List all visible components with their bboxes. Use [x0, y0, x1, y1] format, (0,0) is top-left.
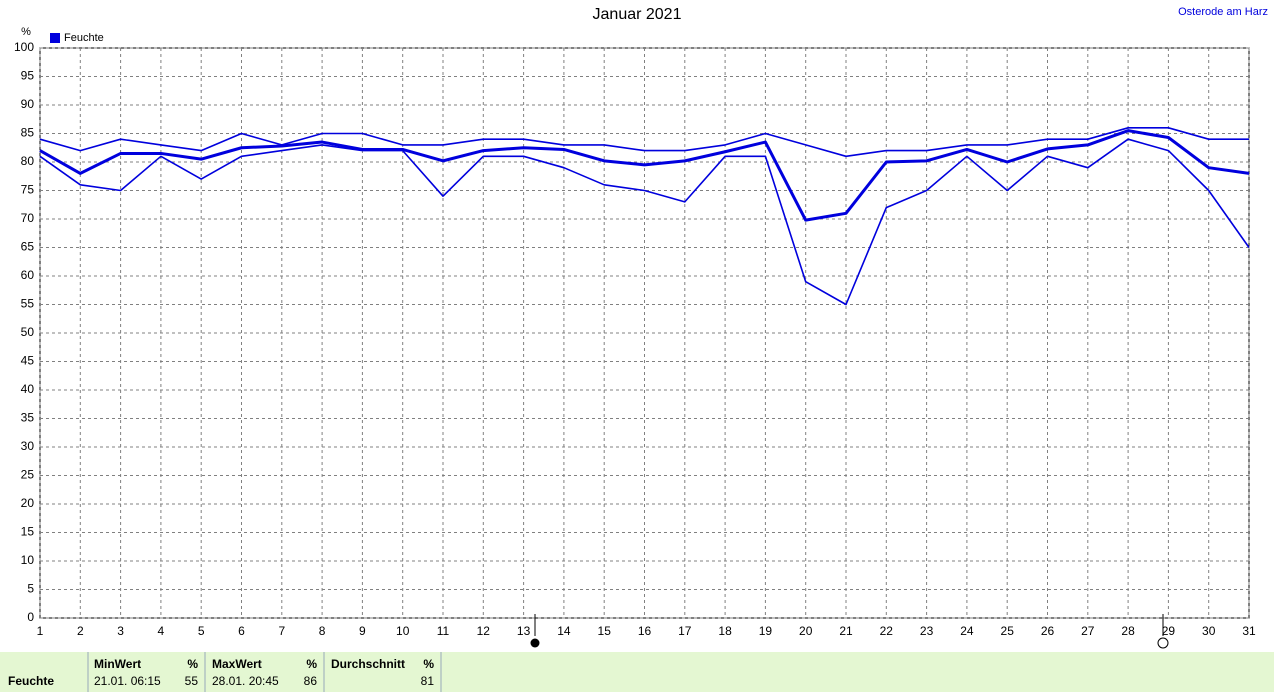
chart-title: Januar 2021: [593, 6, 682, 23]
stats-time: 28.01. 20:45: [212, 674, 279, 688]
y-tick-label: 60: [21, 268, 35, 282]
stats-time: 21.01. 06:15: [94, 674, 161, 688]
y-tick-label: 90: [21, 97, 35, 111]
stats-title: Durchschnitt: [331, 657, 405, 671]
y-tick-label: 30: [21, 439, 35, 453]
x-tick-label: 18: [718, 624, 732, 638]
x-tick-label: 19: [759, 624, 773, 638]
legend-label: Feuchte: [64, 32, 104, 44]
x-tick-label: 12: [477, 624, 491, 638]
x-tick-label: 4: [158, 624, 165, 638]
x-tick-label: 23: [920, 624, 934, 638]
y-tick-label: 25: [21, 468, 35, 482]
y-tick-label: 95: [21, 69, 35, 83]
y-tick-label: 50: [21, 325, 35, 339]
moon-new: [530, 638, 540, 648]
x-tick-label: 8: [319, 624, 326, 638]
stats-value: 81: [421, 674, 435, 688]
y-tick-label: 40: [21, 382, 35, 396]
x-tick-label: 3: [117, 624, 124, 638]
y-tick-label: 65: [21, 240, 35, 254]
stats-unit: %: [423, 657, 434, 671]
data-line: [39, 138, 1250, 306]
location: Osterode am Harz: [1178, 6, 1268, 18]
x-tick-label: 16: [638, 624, 652, 638]
x-tick-label: 5: [198, 624, 205, 638]
x-tick-label: 9: [359, 624, 366, 638]
x-tick-label: 15: [598, 624, 612, 638]
y-unit: %: [21, 26, 31, 38]
stats-unit: %: [187, 657, 198, 671]
stats-unit: %: [306, 657, 317, 671]
stats-title: MinWert: [94, 657, 141, 671]
x-tick-label: 27: [1081, 624, 1095, 638]
x-tick-label: 29: [1162, 624, 1176, 638]
x-tick-label: 2: [77, 624, 84, 638]
x-tick-label: 28: [1121, 624, 1135, 638]
y-tick-label: 70: [21, 211, 35, 225]
stats-title: MaxWert: [212, 657, 262, 671]
moon-full: [1157, 637, 1169, 649]
x-tick-label: 14: [557, 624, 571, 638]
y-tick-label: 0: [27, 610, 34, 624]
x-tick-label: 30: [1202, 624, 1216, 638]
data-line: [39, 127, 1249, 158]
y-tick-label: 55: [21, 297, 35, 311]
y-tick-label: 45: [21, 354, 35, 368]
y-tick-label: 5: [27, 582, 34, 596]
x-tick-label: 1: [37, 624, 44, 638]
y-tick-label: 10: [21, 553, 35, 567]
y-tick-label: 85: [21, 126, 35, 140]
y-tick-label: 35: [21, 411, 35, 425]
x-tick-label: 26: [1041, 624, 1055, 638]
y-tick-label: 15: [21, 525, 35, 539]
stats-panel: [0, 652, 1274, 692]
stats-value: 86: [304, 674, 318, 688]
x-tick-label: 17: [678, 624, 692, 638]
x-tick-label: 31: [1242, 624, 1256, 638]
x-tick-label: 11: [437, 624, 450, 638]
x-tick-label: 24: [960, 624, 974, 638]
y-tick-label: 20: [21, 496, 35, 510]
y-tick-label: 75: [21, 183, 35, 197]
y-tick-label: 80: [21, 154, 35, 168]
stats-value: 55: [185, 674, 199, 688]
x-tick-label: 6: [238, 624, 245, 638]
x-tick-label: 21: [839, 624, 853, 638]
y-tick-label: 100: [14, 40, 34, 54]
x-tick-label: 22: [880, 624, 894, 638]
x-tick-label: 25: [1001, 624, 1015, 638]
x-tick-label: 13: [517, 624, 531, 638]
legend-swatch: [50, 33, 60, 43]
data-line: [39, 129, 1250, 222]
x-tick-label: 7: [278, 624, 285, 638]
x-tick-label: 20: [799, 624, 813, 638]
x-tick-label: 10: [396, 624, 410, 638]
stats-label: Feuchte: [8, 674, 54, 688]
